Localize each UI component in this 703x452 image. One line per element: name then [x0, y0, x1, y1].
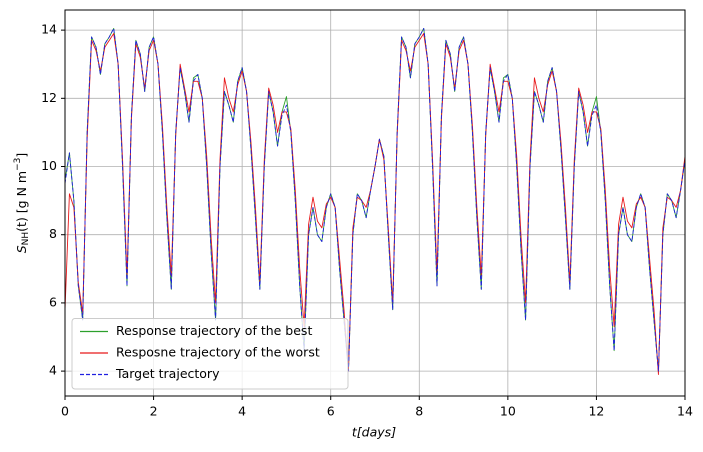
legend-label: Response trajectory of the best [116, 323, 312, 338]
x-tick-label: 6 [327, 404, 335, 419]
x-tick-label: 8 [415, 404, 423, 419]
y-label-sup: −3 [13, 158, 23, 171]
series-line [65, 33, 685, 375]
legend-label: Resposne trajectory of the worst [116, 345, 320, 360]
x-tick-label: 10 [500, 404, 516, 419]
y-label-end: ] [14, 153, 29, 158]
plot-lines [65, 27, 685, 375]
series-line [65, 27, 685, 372]
y-axis-label: SNH(t) [g N m−3] [13, 153, 31, 254]
x-axis-label: t[days] [352, 425, 396, 440]
legend-box [71, 318, 349, 390]
legend-label: Target trajectory [115, 366, 220, 381]
y-label-main: S [14, 245, 29, 253]
y-tick-label: 12 [41, 90, 57, 105]
y-tick-label: 6 [49, 294, 57, 309]
x-tick-label: 2 [150, 404, 158, 419]
y-tick-label: 14 [41, 22, 57, 37]
x-tick-label: 12 [588, 404, 604, 419]
x-tick-label: 4 [238, 404, 246, 419]
y-label-sub: NH [21, 232, 31, 246]
y-tick-label: 10 [41, 158, 57, 173]
x-tick-label: 0 [61, 404, 69, 419]
plot-frame [64, 9, 686, 397]
y-tick-label: 4 [49, 363, 57, 378]
y-tick-label: 8 [49, 226, 57, 241]
y-label-mid: (t) [g N m [14, 171, 29, 232]
x-tick-label: 14 [677, 404, 693, 419]
